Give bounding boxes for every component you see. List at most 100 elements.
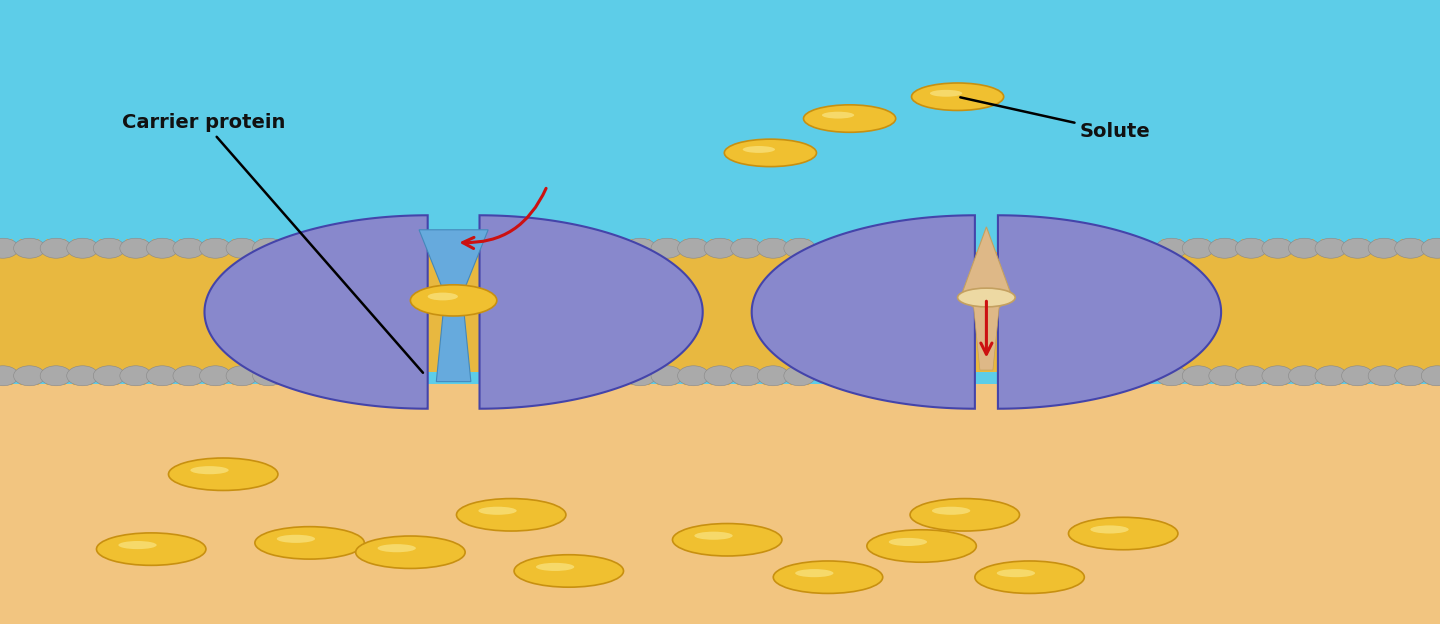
Ellipse shape bbox=[190, 466, 229, 474]
Ellipse shape bbox=[1236, 238, 1267, 258]
Ellipse shape bbox=[1208, 366, 1240, 386]
Ellipse shape bbox=[1068, 517, 1178, 550]
Ellipse shape bbox=[651, 238, 683, 258]
Ellipse shape bbox=[66, 366, 98, 386]
Ellipse shape bbox=[276, 535, 315, 543]
Ellipse shape bbox=[118, 541, 157, 549]
Polygon shape bbox=[480, 215, 703, 409]
Ellipse shape bbox=[13, 238, 45, 258]
Ellipse shape bbox=[356, 536, 465, 568]
Ellipse shape bbox=[678, 366, 710, 386]
Ellipse shape bbox=[724, 139, 816, 167]
Ellipse shape bbox=[536, 563, 575, 571]
Ellipse shape bbox=[694, 532, 733, 540]
Ellipse shape bbox=[200, 238, 232, 258]
Ellipse shape bbox=[773, 561, 883, 593]
Polygon shape bbox=[752, 215, 975, 409]
Ellipse shape bbox=[255, 527, 364, 559]
Ellipse shape bbox=[1421, 238, 1440, 258]
Ellipse shape bbox=[0, 238, 19, 258]
Ellipse shape bbox=[730, 238, 762, 258]
Ellipse shape bbox=[1156, 238, 1188, 258]
Ellipse shape bbox=[1395, 366, 1427, 386]
Ellipse shape bbox=[678, 238, 710, 258]
Ellipse shape bbox=[1342, 238, 1374, 258]
Ellipse shape bbox=[757, 238, 789, 258]
Ellipse shape bbox=[173, 366, 204, 386]
Ellipse shape bbox=[147, 238, 179, 258]
Ellipse shape bbox=[783, 238, 815, 258]
Ellipse shape bbox=[456, 499, 566, 531]
Ellipse shape bbox=[252, 366, 284, 386]
Ellipse shape bbox=[822, 112, 854, 119]
Ellipse shape bbox=[910, 499, 1020, 531]
Ellipse shape bbox=[147, 366, 179, 386]
Ellipse shape bbox=[120, 238, 151, 258]
Ellipse shape bbox=[1090, 525, 1129, 534]
Ellipse shape bbox=[757, 366, 789, 386]
Ellipse shape bbox=[94, 238, 125, 258]
Ellipse shape bbox=[252, 238, 284, 258]
Ellipse shape bbox=[478, 507, 517, 515]
Ellipse shape bbox=[1289, 366, 1320, 386]
Polygon shape bbox=[998, 215, 1221, 409]
Ellipse shape bbox=[377, 544, 416, 552]
Ellipse shape bbox=[1315, 238, 1346, 258]
Ellipse shape bbox=[975, 561, 1084, 593]
Ellipse shape bbox=[1342, 366, 1374, 386]
Ellipse shape bbox=[743, 146, 775, 153]
Ellipse shape bbox=[1315, 366, 1346, 386]
Ellipse shape bbox=[66, 238, 98, 258]
Ellipse shape bbox=[1156, 366, 1188, 386]
Text: Solute: Solute bbox=[960, 97, 1151, 141]
Ellipse shape bbox=[1182, 238, 1214, 258]
Ellipse shape bbox=[1236, 366, 1267, 386]
Ellipse shape bbox=[1395, 238, 1427, 258]
Bar bbox=[0, 252, 1440, 372]
Polygon shape bbox=[973, 305, 999, 370]
Ellipse shape bbox=[730, 366, 762, 386]
Ellipse shape bbox=[912, 83, 1004, 110]
Ellipse shape bbox=[867, 530, 976, 562]
Ellipse shape bbox=[0, 366, 19, 386]
Ellipse shape bbox=[94, 366, 125, 386]
Ellipse shape bbox=[1421, 366, 1440, 386]
Ellipse shape bbox=[930, 90, 962, 97]
Ellipse shape bbox=[1368, 366, 1400, 386]
Ellipse shape bbox=[888, 538, 927, 546]
Text: Carrier protein: Carrier protein bbox=[122, 113, 423, 373]
Ellipse shape bbox=[40, 238, 72, 258]
Ellipse shape bbox=[958, 288, 1015, 307]
Ellipse shape bbox=[200, 366, 232, 386]
Ellipse shape bbox=[1208, 238, 1240, 258]
Ellipse shape bbox=[410, 285, 497, 316]
Ellipse shape bbox=[1261, 238, 1293, 258]
Ellipse shape bbox=[625, 238, 657, 258]
Ellipse shape bbox=[226, 238, 258, 258]
Ellipse shape bbox=[996, 569, 1035, 577]
Ellipse shape bbox=[168, 458, 278, 490]
Ellipse shape bbox=[226, 366, 258, 386]
Ellipse shape bbox=[1368, 238, 1400, 258]
Ellipse shape bbox=[96, 533, 206, 565]
Ellipse shape bbox=[1289, 238, 1320, 258]
Ellipse shape bbox=[173, 238, 204, 258]
Ellipse shape bbox=[514, 555, 624, 587]
Ellipse shape bbox=[428, 293, 458, 300]
Ellipse shape bbox=[651, 366, 683, 386]
Ellipse shape bbox=[625, 366, 657, 386]
Ellipse shape bbox=[804, 105, 896, 132]
Ellipse shape bbox=[13, 366, 45, 386]
Ellipse shape bbox=[795, 569, 834, 577]
Ellipse shape bbox=[672, 524, 782, 556]
Ellipse shape bbox=[1261, 366, 1293, 386]
Ellipse shape bbox=[704, 366, 736, 386]
Polygon shape bbox=[204, 215, 428, 409]
Ellipse shape bbox=[932, 507, 971, 515]
Bar bbox=[0, 384, 1440, 624]
Ellipse shape bbox=[120, 366, 151, 386]
Polygon shape bbox=[419, 230, 488, 382]
Polygon shape bbox=[960, 227, 1012, 317]
Bar bbox=[0, 0, 1440, 384]
Ellipse shape bbox=[783, 366, 815, 386]
